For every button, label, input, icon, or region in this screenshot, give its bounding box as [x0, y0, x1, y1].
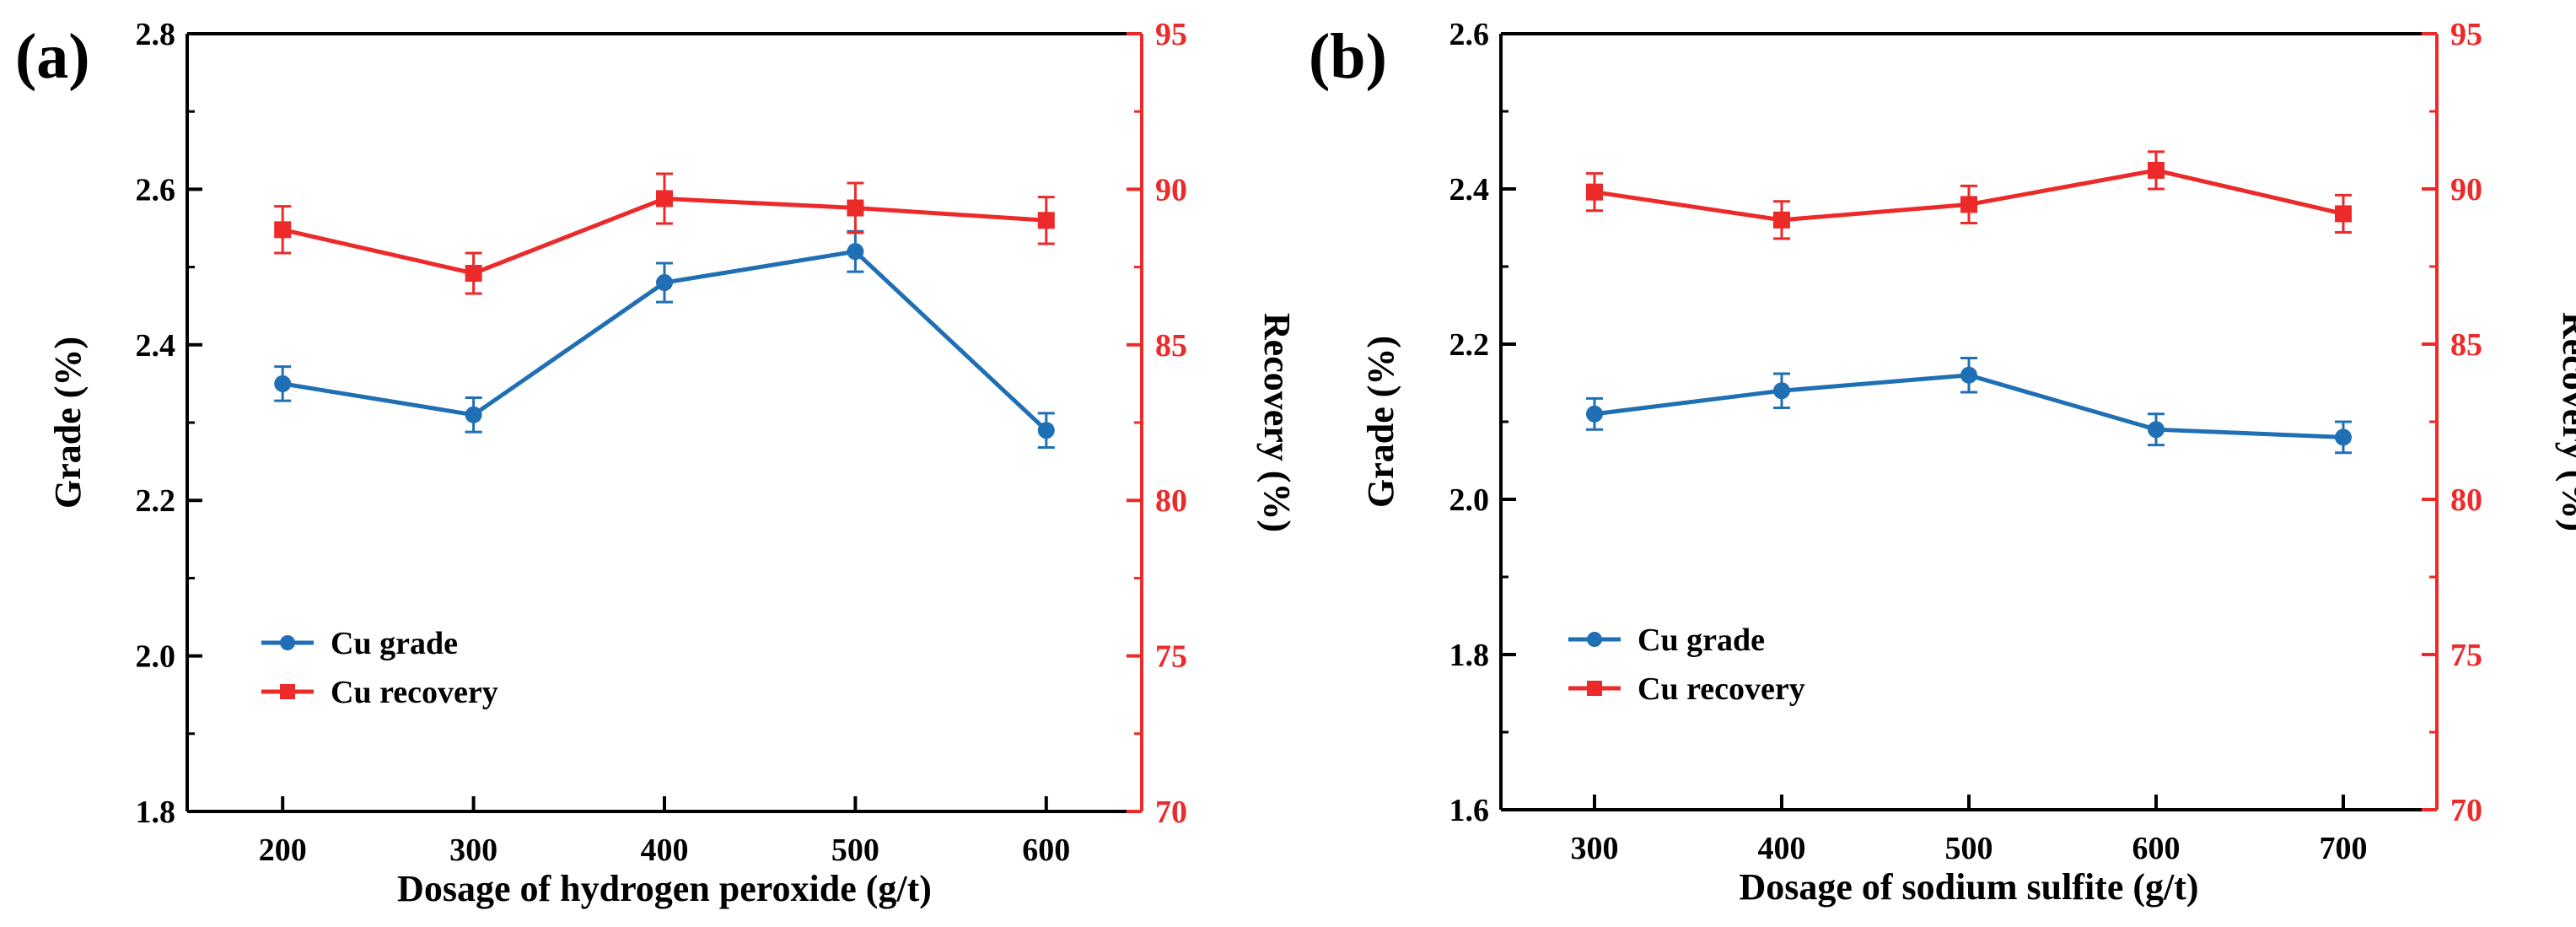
y-left-axis-label: Grade (%)	[47, 337, 89, 509]
series-cu-grade	[274, 229, 1055, 450]
legend-marker	[280, 684, 295, 699]
y-left-tick-label: 2.2	[136, 483, 176, 519]
data-point	[1586, 405, 1603, 423]
y-right-tick-label: 70	[2450, 793, 2482, 828]
x-tick-label: 700	[2320, 831, 2368, 866]
legend: Cu grade Cu recovery	[261, 626, 498, 710]
y-right-tick-label: 95	[1155, 17, 1187, 52]
data-point	[1960, 196, 1977, 213]
x-tick-label: 200	[259, 833, 307, 868]
data-point	[1773, 211, 1790, 229]
y-right-tick-label: 75	[2450, 638, 2482, 673]
x-tick-label: 500	[831, 833, 879, 868]
legend-marker	[1587, 632, 1602, 647]
y-right-tick-label: 90	[1155, 172, 1187, 207]
y-left-tick-label: 2.4	[1449, 172, 1490, 207]
y-right-tick-label: 75	[1155, 639, 1187, 675]
data-point	[274, 221, 292, 239]
series-cu-grade	[1586, 357, 2352, 455]
x-axis-label: Dosage of sodium sulfite (g/t)	[1739, 866, 2198, 908]
legend-marker	[1587, 681, 1602, 696]
legend-marker	[280, 635, 295, 650]
y-right-tick-label: 80	[1155, 483, 1187, 519]
legend-label: Cu recovery	[1638, 671, 1805, 707]
legend-label: Cu grade	[1638, 622, 1765, 658]
y-left-tick-label: 1.6	[1449, 793, 1490, 828]
y-right-tick-label: 70	[1155, 795, 1187, 830]
y-right-axis-label: Recovery (%)	[1256, 313, 1298, 532]
data-point	[2335, 205, 2352, 223]
x-tick-label: 300	[449, 833, 497, 868]
x-tick-label: 400	[1758, 831, 1806, 866]
data-point	[465, 406, 482, 423]
y-left-tick-label: 1.8	[1449, 638, 1490, 673]
y-left-tick-label: 1.8	[136, 795, 176, 830]
y-left-tick-label: 2.0	[1449, 482, 1490, 518]
data-point	[274, 375, 292, 392]
data-point	[656, 274, 673, 292]
x-tick-label: 600	[1022, 833, 1070, 868]
x-tick-label: 500	[1945, 831, 1993, 866]
legend-label: Cu grade	[331, 626, 458, 661]
y-left-tick-label: 2.4	[136, 328, 176, 364]
y-right-tick-label: 95	[2450, 17, 2482, 52]
data-point	[847, 199, 864, 217]
y-right-axis-label: Recovery (%)	[2555, 312, 2576, 531]
y-right-tick-label: 80	[2450, 482, 2482, 518]
data-point	[2148, 161, 2165, 179]
data-point	[2335, 428, 2352, 446]
x-tick-label: 600	[2132, 831, 2181, 866]
y-left-axis-label: Grade (%)	[1360, 336, 1401, 508]
x-tick-label: 400	[641, 833, 689, 868]
data-point	[1037, 422, 1055, 439]
data-point	[2148, 421, 2165, 439]
y-right-tick-label: 85	[1155, 328, 1187, 364]
data-point	[1773, 382, 1790, 400]
data-point	[656, 190, 673, 207]
panel-label: (a)	[15, 21, 90, 92]
panel-label: (b)	[1309, 21, 1387, 92]
chart-panel-a: (a) 200 300 400 500 600 1.8 2.0 2.2 2.4 2.6 2.8 70 75…	[15, 17, 1298, 909]
legend-label: Cu recovery	[331, 675, 498, 710]
y-left-tick-label: 2.2	[1449, 327, 1490, 363]
y-right-tick-label: 90	[2450, 172, 2482, 207]
data-point	[1960, 366, 1977, 384]
y-right-tick-label: 85	[2450, 327, 2482, 363]
y-left-tick-label: 2.6	[1449, 17, 1490, 52]
x-tick-label: 300	[1571, 831, 1619, 866]
x-axis-label: Dosage of hydrogen peroxide (g/t)	[397, 868, 932, 909]
y-left-tick-label: 2.0	[136, 639, 176, 675]
legend: Cu grade Cu recovery	[1568, 622, 1805, 707]
data-point	[1586, 183, 1603, 201]
y-left-tick-label: 2.6	[136, 172, 176, 207]
series-cu-recovery	[1586, 150, 2352, 240]
series-cu-recovery	[274, 172, 1055, 295]
data-point	[465, 264, 482, 282]
y-left-tick-label: 2.8	[136, 17, 176, 52]
chart-panel-b: (b) 300 400 500 600 700 1.6 1.8 2.0 2.2 2.4 2.6 70 75…	[1309, 17, 2576, 908]
data-point	[1037, 212, 1055, 229]
data-point	[847, 243, 864, 261]
